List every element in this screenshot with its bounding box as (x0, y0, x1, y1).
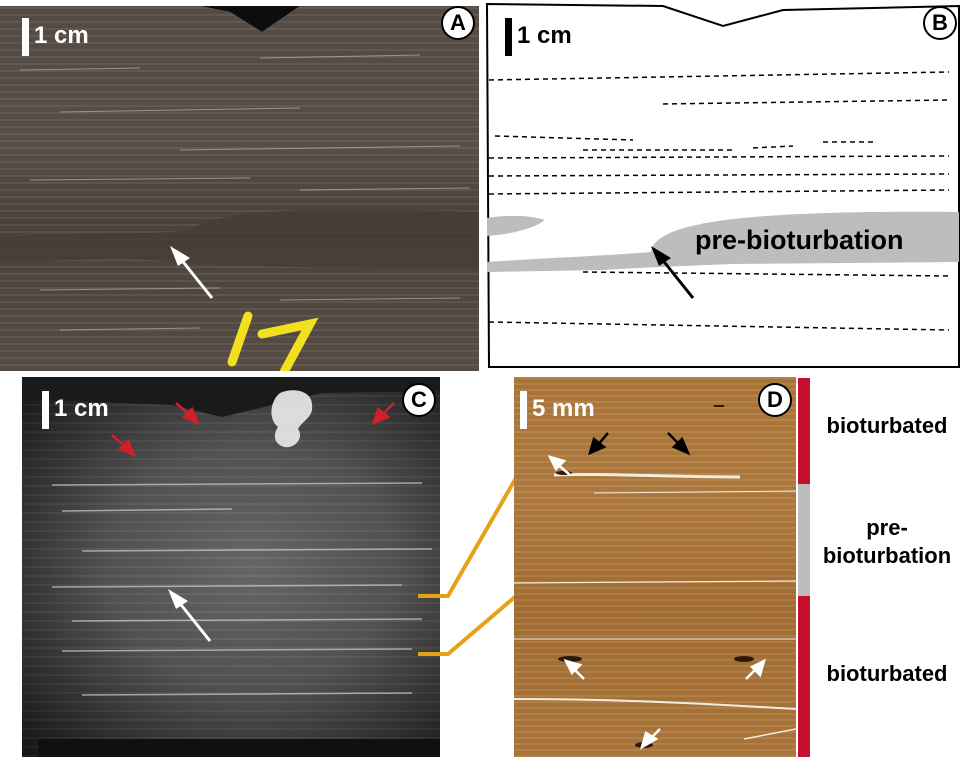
panel-d-graphics (514, 405, 796, 750)
panel-c-graphics (22, 377, 440, 757)
panel-d-thin-section: 5 mm D (514, 377, 796, 757)
bright-clast (271, 390, 313, 448)
legend-label-pre-line1: pre- (866, 515, 908, 540)
dashed-laminae (488, 71, 950, 331)
scale-bar-text: 1 cm (34, 22, 89, 49)
legend-label-pre-bioturbation: pre- bioturbation (812, 514, 962, 570)
white-arrow-icon (170, 246, 214, 299)
panel-c-xray: 1 cm C (22, 377, 440, 757)
laminae (19, 54, 471, 331)
dark-lens (0, 209, 479, 268)
legend-label-bioturbated-top: bioturbated (826, 413, 948, 438)
panel-b-letter: B (923, 6, 957, 40)
scale-bar-line (22, 18, 29, 56)
legend-label-pre-line2: bioturbation (822, 543, 952, 568)
pre-bioturbation-strip (798, 484, 810, 596)
xray-bottom-band (38, 739, 440, 757)
black-arrow-icons (588, 432, 691, 456)
panel-d-letter: D (758, 383, 792, 417)
yellow-marker-label (227, 311, 319, 371)
panel-a-graphics (0, 0, 479, 371)
scale-bar-line (520, 391, 527, 429)
scale-bar-line (505, 18, 512, 56)
scale-bar-line (42, 391, 49, 429)
panel-b-graphics (485, 2, 960, 368)
panel-c-letter: C (402, 383, 436, 417)
scale-bar-text: 1 cm (54, 395, 109, 422)
pre-bioturbation-annotation: pre-bioturbation (695, 225, 904, 255)
core-outline (485, 2, 960, 368)
core-top-dark-edge (200, 6, 300, 32)
burrow-traces (556, 405, 754, 748)
panel-b-sketch: 1 cm pre-bioturbation B (483, 0, 962, 371)
red-arrow-icons (111, 402, 395, 458)
xray-laminae (51, 482, 433, 696)
bioturbated-top-strip (798, 378, 810, 484)
thin-section-laminae (514, 472, 796, 740)
xray-top-region (22, 377, 440, 417)
scale-bar-text: 1 cm (517, 22, 572, 49)
legend-label-bioturbated-bottom: bioturbated (826, 661, 948, 686)
bioturbated-bottom-strip (798, 596, 810, 757)
panel-a-core-photo: 1 cm A (0, 0, 479, 371)
scale-bar-text: 5 mm (532, 395, 595, 422)
panel-a-letter: A (441, 6, 475, 40)
white-arrow-icons (547, 455, 766, 750)
black-arrow-icon (651, 246, 695, 299)
pre-bioturbation-lens (487, 211, 959, 272)
white-arrow-icon (168, 589, 212, 642)
